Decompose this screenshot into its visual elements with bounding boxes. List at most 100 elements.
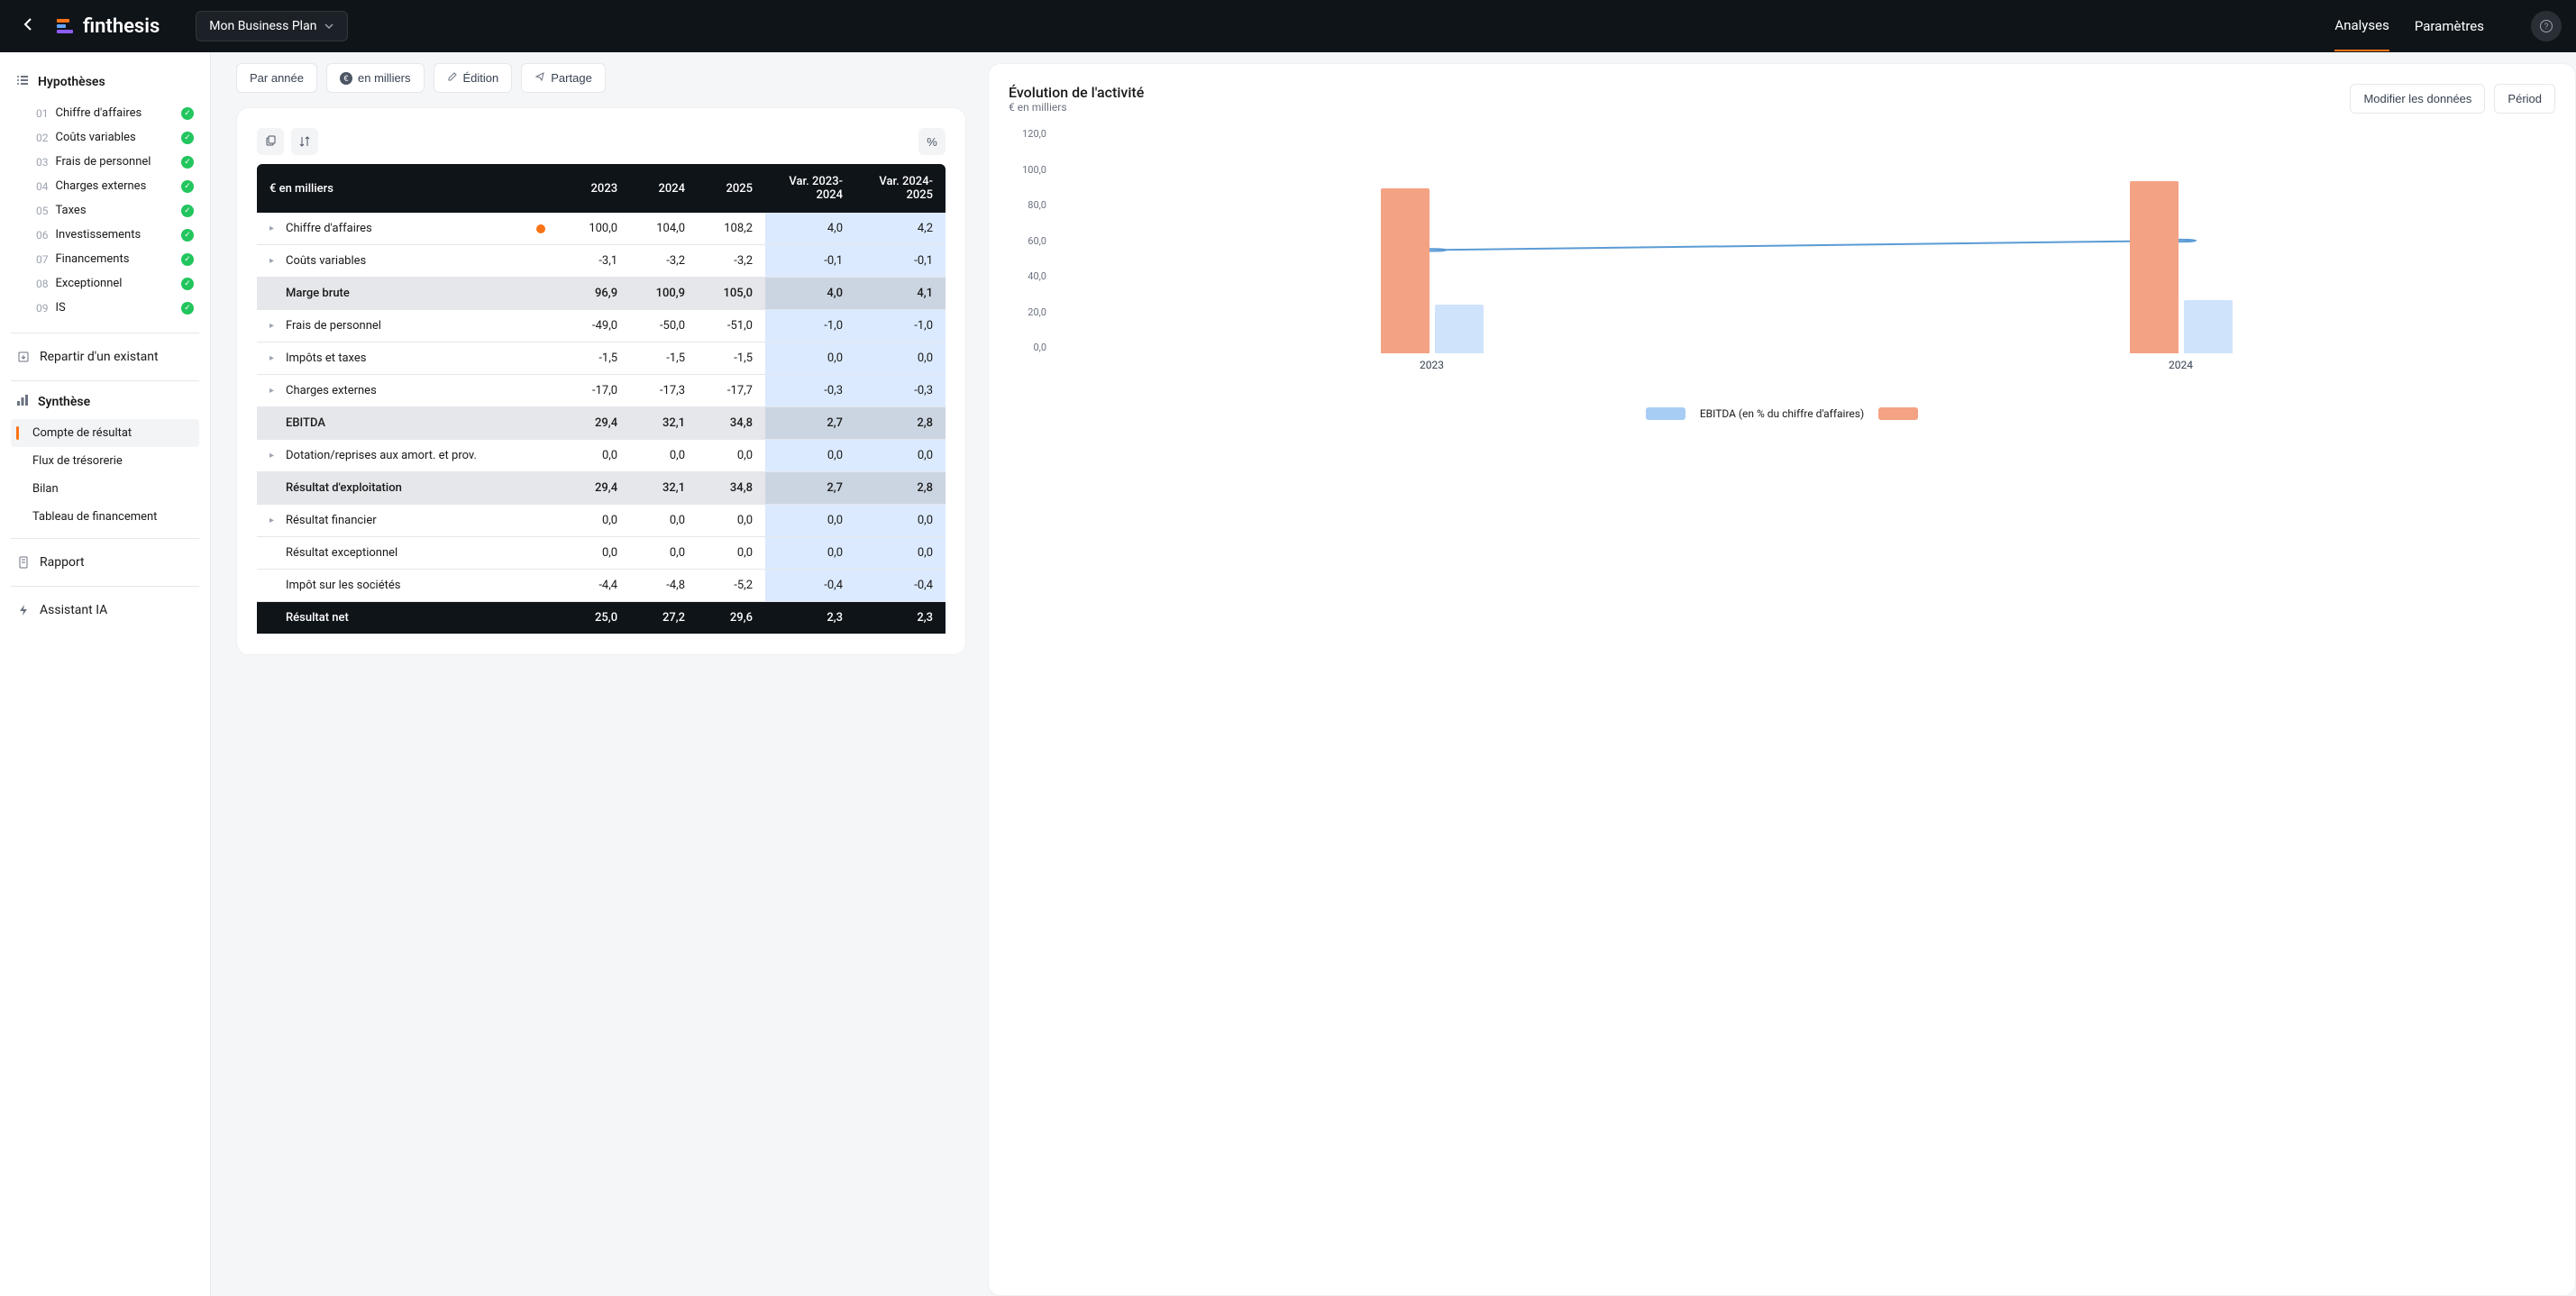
y-tick: 60,0 xyxy=(1028,235,1046,247)
synthese-item[interactable]: Flux de trésorerie xyxy=(11,447,199,475)
help-button[interactable]: ? xyxy=(2531,11,2562,41)
cell: -1,5 xyxy=(563,342,630,375)
table-row[interactable]: Résultat exceptionnel0,00,00,00,00,0 xyxy=(257,537,945,570)
row-label: Résultat exceptionnel xyxy=(286,546,397,560)
cell: 96,9 xyxy=(563,278,630,310)
expand-caret-icon[interactable]: ▸ xyxy=(269,321,279,331)
cell: -0,4 xyxy=(765,570,855,602)
row-label: Chiffre d'affaires xyxy=(286,222,372,235)
table-row[interactable]: ▸Impôts et taxes-1,5-1,5-1,50,00,0 xyxy=(257,342,945,375)
project-selector[interactable]: Mon Business Plan xyxy=(196,11,348,41)
bar xyxy=(1435,305,1484,353)
modify-data-button[interactable]: Modifier les données xyxy=(2350,84,2485,114)
expand-caret-icon[interactable]: ▸ xyxy=(269,516,279,525)
sidebar-item-06[interactable]: 06Investissements✓ xyxy=(0,223,210,247)
sidebar-item-03[interactable]: 03Frais de personnel✓ xyxy=(0,150,210,174)
copy-button[interactable] xyxy=(257,128,284,155)
synthese-item[interactable]: Tableau de financement xyxy=(11,503,199,531)
nav-analyses[interactable]: Analyses xyxy=(2334,1,2389,51)
back-button[interactable] xyxy=(14,14,43,40)
modify-data-label: Modifier les données xyxy=(2363,92,2471,105)
item-label: Investissements xyxy=(56,228,142,242)
item-num: 03 xyxy=(36,156,49,169)
list-icon xyxy=(16,74,29,90)
sidebar-item-09[interactable]: 09IS✓ xyxy=(0,296,210,320)
table-row[interactable]: ▸Résultat financier0,00,00,00,00,0 xyxy=(257,505,945,537)
partage-button[interactable]: Partage xyxy=(521,63,606,93)
row-label: Résultat net xyxy=(286,611,349,625)
table-row[interactable]: Résultat d'exploitation29,432,134,82,72,… xyxy=(257,472,945,505)
cell: -0,1 xyxy=(855,245,945,278)
cell: 2,8 xyxy=(855,472,945,505)
sidebar-synthese-header[interactable]: Synthèse xyxy=(0,388,210,415)
edition-button[interactable]: Édition xyxy=(434,63,513,93)
synthese-item[interactable]: Bilan xyxy=(11,475,199,503)
table-row[interactable]: ▸Coûts variables-3,1-3,2-3,2-0,1-0,1 xyxy=(257,245,945,278)
sidebar-item-08[interactable]: 08Exceptionnel✓ xyxy=(0,271,210,296)
row-label: Résultat d'exploitation xyxy=(286,481,402,495)
cell: -17,7 xyxy=(698,375,765,407)
en-milliers-button[interactable]: € en milliers xyxy=(326,63,425,93)
cell: 0,0 xyxy=(855,342,945,375)
cell: 0,0 xyxy=(765,342,855,375)
cell: 0,0 xyxy=(698,440,765,472)
cell: 0,0 xyxy=(855,505,945,537)
par-annee-label: Par année xyxy=(250,71,304,85)
expand-caret-icon[interactable]: ▸ xyxy=(269,256,279,266)
item-num: 06 xyxy=(36,229,49,242)
sidebar-hypotheses-header[interactable]: Hypothèses xyxy=(0,68,210,96)
table-row[interactable]: ▸Chiffre d'affaires100,0104,0108,24,04,2 xyxy=(257,213,945,245)
hypotheses-list: 01Chiffre d'affaires✓02Coûts variables✓0… xyxy=(0,101,210,320)
cell: -17,0 xyxy=(563,375,630,407)
expand-caret-icon[interactable]: ▸ xyxy=(269,353,279,363)
cell: 0,0 xyxy=(765,505,855,537)
sidebar-item-02[interactable]: 02Coûts variables✓ xyxy=(0,125,210,150)
sidebar-item-04[interactable]: 04Charges externes✓ xyxy=(0,174,210,198)
expand-caret-icon[interactable]: ▸ xyxy=(269,451,279,461)
percent-label: % xyxy=(927,135,937,149)
check-icon: ✓ xyxy=(181,180,194,193)
table-toolbar: Par année € en milliers Édition xyxy=(236,63,966,93)
table-row[interactable]: ▸Dotation/reprises aux amort. et prov.0,… xyxy=(257,440,945,472)
table-row[interactable]: Marge brute96,9100,9105,04,04,1 xyxy=(257,278,945,310)
row-label: Impôts et taxes xyxy=(286,351,366,365)
sidebar-item-01[interactable]: 01Chiffre d'affaires✓ xyxy=(0,101,210,125)
expand-caret-icon[interactable]: ▸ xyxy=(269,386,279,396)
cell: 2,8 xyxy=(855,407,945,440)
nav-parametres[interactable]: Paramètres xyxy=(2415,2,2484,50)
expand-caret-icon[interactable]: ▸ xyxy=(269,224,279,233)
cell: 0,0 xyxy=(698,537,765,570)
y-axis: 120,0100,080,060,040,020,00,0 xyxy=(1009,128,1052,353)
sidebar-rapport[interactable]: Rapport xyxy=(0,546,210,579)
project-name: Mon Business Plan xyxy=(209,19,316,33)
item-num: 04 xyxy=(36,180,49,193)
sidebar-repartir[interactable]: Repartir d'un existant xyxy=(0,341,210,373)
table-row[interactable]: EBITDA29,432,134,82,72,8 xyxy=(257,407,945,440)
col-var-24-25: Var. 2024-2025 xyxy=(855,164,945,213)
sort-button[interactable] xyxy=(291,128,318,155)
par-annee-button[interactable]: Par année xyxy=(236,63,317,93)
legend-swatch-2 xyxy=(1878,407,1918,420)
sidebar-item-05[interactable]: 05Taxes✓ xyxy=(0,198,210,223)
cell: 0,0 xyxy=(765,537,855,570)
y-tick: 0,0 xyxy=(1033,342,1046,353)
en-milliers-label: en milliers xyxy=(358,71,411,85)
cell: -51,0 xyxy=(698,310,765,342)
cell: 27,2 xyxy=(630,602,698,634)
table-row[interactable]: ▸Charges externes-17,0-17,3-17,7-0,3-0,3 xyxy=(257,375,945,407)
y-tick: 100,0 xyxy=(1022,164,1046,176)
percent-button[interactable]: % xyxy=(918,128,945,155)
table-row[interactable]: Résultat net25,027,229,62,32,3 xyxy=(257,602,945,634)
chevron-left-icon xyxy=(22,17,36,32)
period-button[interactable]: Périod xyxy=(2494,84,2555,114)
help-icon: ? xyxy=(2539,19,2553,33)
bolt-icon xyxy=(16,604,31,616)
table-row[interactable]: Impôt sur les sociétés-4,4-4,8-5,2-0,4-0… xyxy=(257,570,945,602)
table-row[interactable]: ▸Frais de personnel-49,0-50,0-51,0-1,0-1… xyxy=(257,310,945,342)
sidebar-assistant[interactable]: Assistant IA xyxy=(0,594,210,626)
row-label: Charges externes xyxy=(286,384,377,397)
cell: 29,4 xyxy=(563,407,630,440)
sidebar-item-07[interactable]: 07Financements✓ xyxy=(0,247,210,271)
cell: 34,8 xyxy=(698,472,765,505)
synthese-item[interactable]: Compte de résultat xyxy=(11,419,199,447)
